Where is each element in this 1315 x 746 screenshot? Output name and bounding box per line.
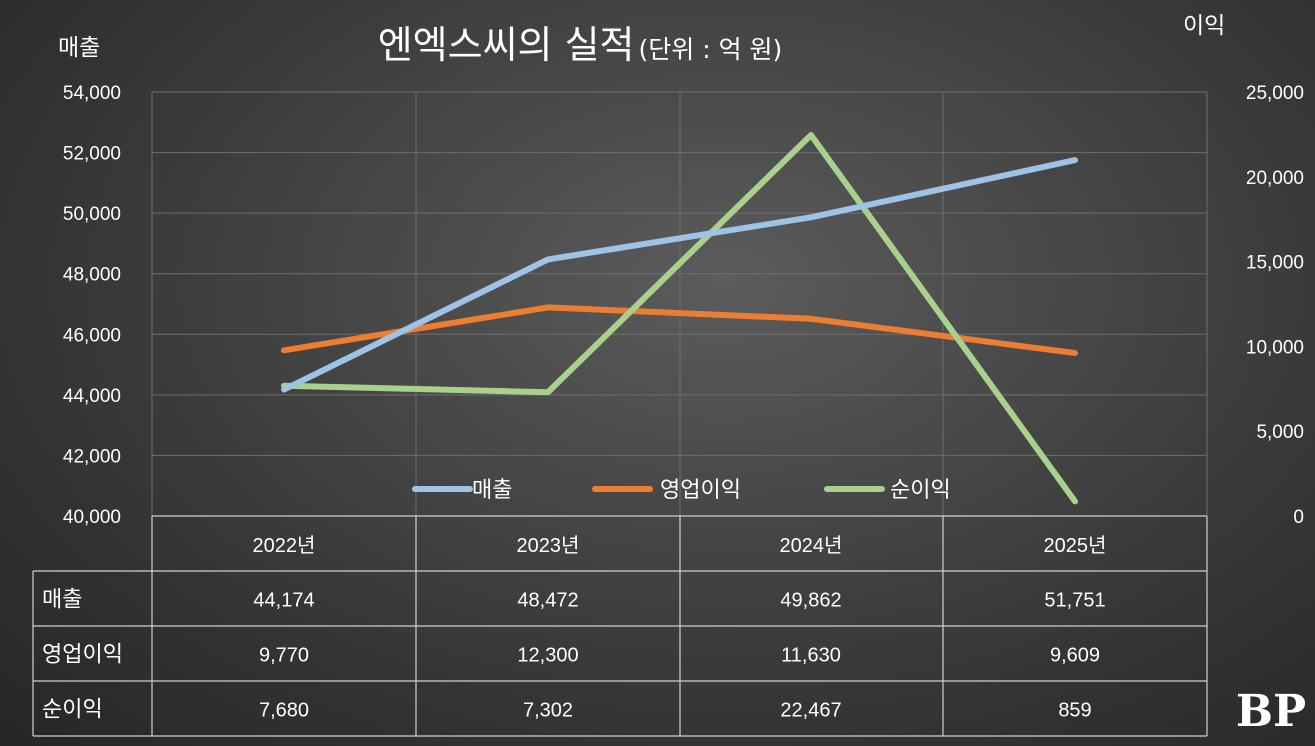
- series-line: [281, 157, 1078, 393]
- table-cell: 9,609: [1050, 645, 1100, 667]
- right-tick-label: 15,000: [1246, 253, 1304, 274]
- table-cell: 12,300: [517, 645, 578, 667]
- left-tick-label: 48,000: [63, 265, 121, 286]
- table-header-cell: 2025년: [1044, 534, 1107, 557]
- series-lines: [281, 132, 1078, 505]
- table-cell: 859: [1058, 700, 1091, 722]
- gridlines: [151, 91, 1208, 517]
- left-tick-label: 46,000: [63, 325, 121, 346]
- table-cell: 22,467: [780, 700, 841, 722]
- legend-label: 매출: [472, 478, 512, 503]
- table-cell: 9,770: [259, 645, 309, 667]
- series-0: [281, 157, 1078, 393]
- data-point: [282, 348, 286, 352]
- right-axis-title: 이익: [1183, 13, 1225, 39]
- bp-logo: BP: [1236, 686, 1306, 737]
- left-axis-ticks: 40,000 42,000 44,000 46,000 48,000 50,000 52,0…: [63, 83, 121, 528]
- right-tick-label: 25,000: [1246, 83, 1304, 104]
- left-tick-label: 42,000: [63, 446, 121, 467]
- table-cell: 51,751: [1044, 590, 1105, 612]
- table-header-cell: 2022년: [253, 534, 316, 557]
- legend-label: 영업이익: [660, 478, 741, 503]
- data-point: [809, 133, 813, 137]
- table-header-cell: 2023년: [517, 534, 580, 557]
- table-cell: 44,174: [253, 590, 314, 612]
- table-row-label: 순이익: [42, 698, 103, 723]
- table-cell: 49,862: [780, 590, 841, 612]
- chart-title-main: 엔엑스씨의 실적: [378, 23, 635, 67]
- data-point: [546, 305, 550, 309]
- data-point: [809, 317, 813, 321]
- right-tick-label: 5,000: [1256, 422, 1304, 443]
- legend: 매출 영업이익 순이익: [412, 478, 951, 503]
- right-tick-label: 10,000: [1246, 337, 1304, 358]
- chart-title: 엔엑스씨의 실적 (단위 : 억 원): [378, 23, 783, 67]
- left-tick-label: 40,000: [63, 507, 121, 528]
- table-row-label: 영업이익: [42, 643, 123, 668]
- table-cell: 11,630: [781, 645, 841, 667]
- chart-title-unit: (단위 : 억 원): [639, 35, 783, 64]
- series-line: [281, 304, 1078, 356]
- legend-label: 순이익: [890, 478, 951, 503]
- right-tick-label: 0: [1293, 507, 1304, 528]
- data-point: [1073, 158, 1077, 162]
- right-axis-ticks: 0 5,000 10,000 15,000 20,000 25,000: [1246, 83, 1304, 528]
- data-point: [1073, 351, 1077, 355]
- left-tick-label: 52,000: [63, 144, 121, 165]
- series-1: [281, 304, 1078, 356]
- left-axis-title: 매출: [58, 35, 100, 61]
- data-point: [546, 390, 550, 394]
- table-row-label: 매출: [42, 588, 82, 613]
- table-cell: 7,302: [523, 700, 573, 722]
- data-point: [1073, 499, 1077, 503]
- series-line: [281, 132, 1078, 505]
- data-point: [546, 257, 550, 261]
- data-point: [809, 215, 813, 219]
- table-cell: 48,472: [517, 590, 578, 612]
- right-tick-label: 20,000: [1246, 168, 1304, 189]
- left-tick-label: 44,000: [63, 386, 121, 407]
- table-cell: 7,680: [259, 700, 309, 722]
- data-point: [282, 388, 286, 392]
- left-tick-label: 50,000: [63, 204, 121, 225]
- left-tick-label: 54,000: [63, 83, 121, 104]
- table-header-cell: 2024년: [780, 534, 843, 557]
